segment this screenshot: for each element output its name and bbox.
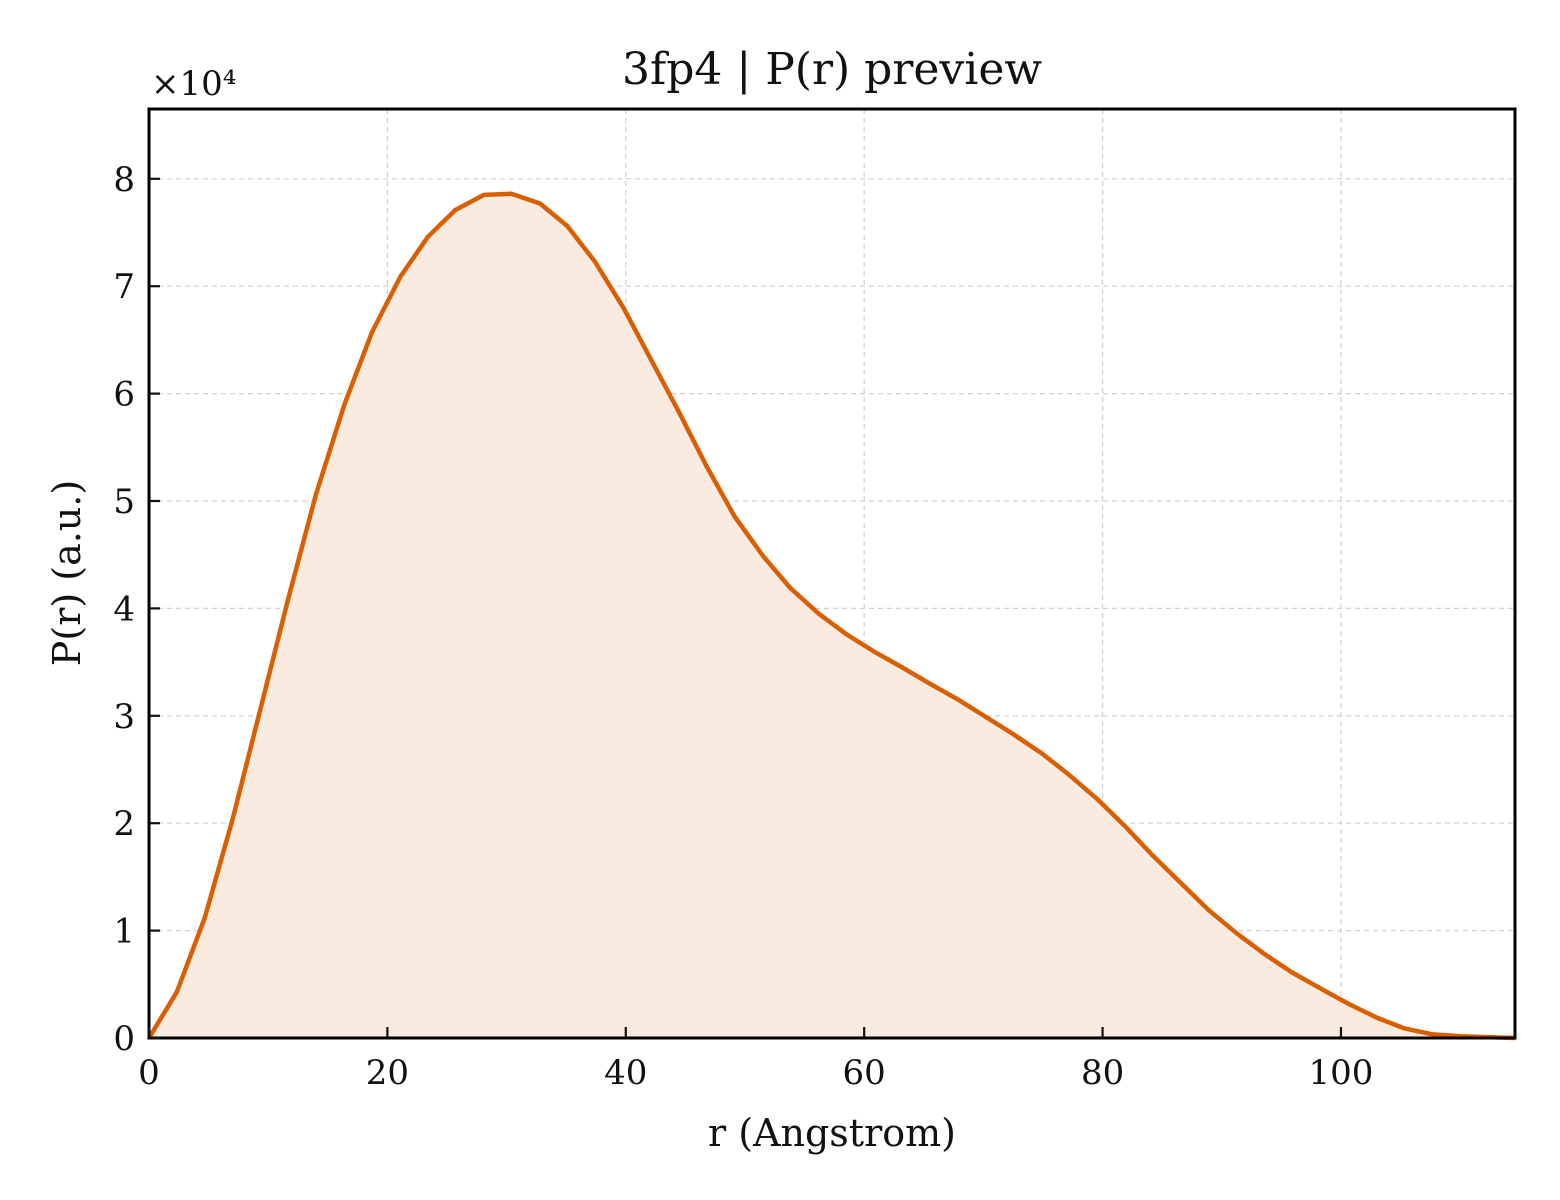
x-tick-label: 0 — [138, 1053, 160, 1093]
data-point — [705, 465, 709, 469]
data-point — [1402, 1026, 1406, 1030]
x-tick-label: 80 — [1081, 1053, 1124, 1093]
y-multiplier-label: ×10⁴ — [151, 64, 236, 104]
data-point — [482, 193, 486, 197]
data-point — [1375, 1016, 1379, 1020]
data-point — [900, 666, 904, 670]
data-point — [399, 275, 403, 279]
y-tick-label: 7 — [113, 267, 135, 307]
data-point — [1235, 932, 1239, 936]
data-point — [761, 554, 765, 558]
y-tick-label: 3 — [113, 697, 135, 737]
data-point — [593, 260, 597, 264]
data-point — [928, 682, 932, 686]
area-fill — [149, 193, 1515, 1039]
data-point — [1290, 971, 1294, 975]
y-tick-label: 2 — [113, 804, 135, 844]
data-point — [203, 916, 207, 920]
data-point — [453, 208, 457, 212]
data-point — [509, 192, 513, 196]
data-point — [175, 990, 179, 994]
data-point — [621, 306, 625, 310]
data-point — [1430, 1032, 1434, 1036]
chart-title: 3fp4 | P(r) preview — [622, 44, 1042, 95]
data-point — [231, 817, 235, 821]
x-tick-label: 60 — [843, 1053, 886, 1093]
data-point — [343, 402, 347, 406]
data-point — [1067, 773, 1071, 777]
data-point — [677, 411, 681, 415]
data-point — [1123, 824, 1127, 828]
y-tick-label: 0 — [113, 1019, 135, 1059]
y-tick-label: 4 — [113, 589, 135, 629]
data-point — [984, 715, 988, 719]
data-point — [956, 698, 960, 702]
data-point — [287, 596, 291, 600]
data-point — [314, 493, 318, 497]
data-point — [649, 357, 653, 361]
y-axis-label: P(r) (a.u.) — [45, 480, 89, 666]
data-point — [259, 706, 263, 710]
tick-layer: 0 20 40 60 80 100 0 1 2 3 4 5 6 7 8 — [113, 160, 1373, 1093]
data-point — [844, 632, 848, 636]
data-point — [426, 235, 430, 239]
y-tick-label: 8 — [113, 160, 135, 200]
data-point — [538, 202, 542, 206]
data-point — [1207, 908, 1211, 912]
data-point — [788, 586, 792, 590]
y-tick-label: 5 — [113, 482, 135, 522]
data-point — [1319, 987, 1323, 991]
data-point — [1040, 751, 1044, 755]
data-point — [1151, 853, 1155, 857]
y-tick-label: 6 — [113, 375, 135, 415]
x-axis-label: r (Angstrom) — [708, 1111, 956, 1155]
x-tick-label: 100 — [1309, 1053, 1374, 1093]
plot-frame — [147, 107, 1517, 1040]
x-tick-label: 40 — [604, 1053, 647, 1093]
data-point — [872, 649, 876, 653]
data-point — [1346, 1002, 1350, 1006]
data-point — [817, 612, 821, 616]
data-point — [565, 224, 569, 228]
data-point — [732, 514, 736, 518]
data-point — [1263, 952, 1267, 956]
data-point — [1011, 732, 1015, 736]
data-point — [1179, 881, 1183, 885]
pr-curve-line — [147, 191, 1516, 1041]
x-tick-label: 20 — [366, 1053, 409, 1093]
data-point — [1096, 798, 1100, 802]
y-tick-label: 1 — [113, 912, 135, 952]
data-point — [370, 330, 374, 334]
